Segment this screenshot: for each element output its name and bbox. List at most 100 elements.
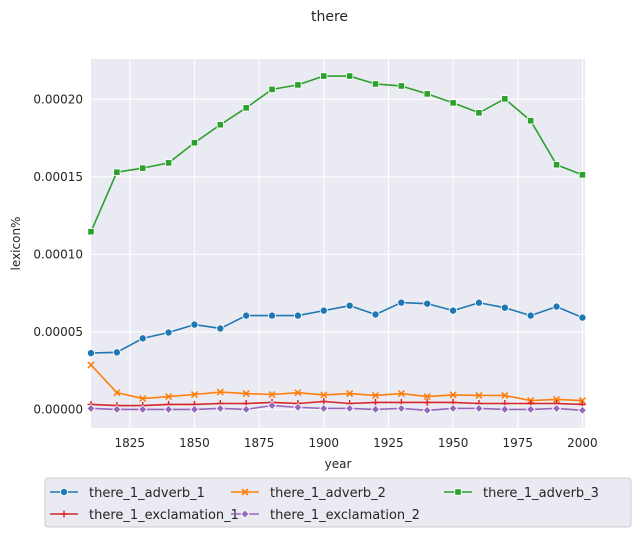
data-point <box>578 313 587 322</box>
x-axis-label: year <box>325 457 352 471</box>
data-point <box>577 405 587 415</box>
data-point <box>397 82 405 90</box>
data-point <box>370 404 381 414</box>
y-tick-label: 0.00020 <box>33 92 83 106</box>
data-point <box>345 301 354 310</box>
x-tick-label: 1900 <box>309 436 340 450</box>
legend-marker <box>241 488 249 496</box>
data-point <box>267 400 277 411</box>
legend-item: there_1_adverb_2 <box>231 486 386 501</box>
data-point <box>423 398 431 406</box>
data-point <box>449 99 457 107</box>
x-tick-label: 2000 <box>567 436 598 450</box>
legend: there_1_adverb_1 there_1_adverb_2 there_1_… <box>44 477 632 528</box>
data-point <box>216 121 224 129</box>
data-point <box>268 85 276 93</box>
series-there_1_adverb_3 <box>87 72 587 236</box>
data-point <box>294 81 302 89</box>
data-point <box>242 390 250 398</box>
legend-label: there_1_adverb_2 <box>270 486 386 501</box>
series-there_1_exclamation_1 <box>87 397 586 410</box>
legend-label: there_1_exclamation_1 <box>89 508 239 523</box>
data-point <box>448 403 458 414</box>
x-tick-label: 1875 <box>244 436 275 450</box>
data-point <box>139 164 147 172</box>
x-tick-label: 1925 <box>373 436 404 450</box>
y-tick-label: 0.00000 <box>33 402 83 416</box>
data-point <box>215 403 225 414</box>
data-point <box>345 403 355 414</box>
data-point <box>112 404 122 414</box>
data-point <box>397 298 406 307</box>
data-point <box>526 311 535 320</box>
data-point <box>139 394 147 403</box>
data-point <box>371 80 380 88</box>
data-point <box>216 388 224 396</box>
data-point <box>112 348 121 357</box>
data-point <box>138 334 147 343</box>
series-line <box>90 400 583 407</box>
data-point <box>164 328 173 337</box>
data-point <box>320 397 328 405</box>
data-point <box>86 403 96 414</box>
data-point <box>242 311 251 320</box>
data-point <box>87 361 95 369</box>
data-point <box>397 390 405 398</box>
data-point <box>449 306 458 315</box>
data-point <box>500 404 510 414</box>
legend-item: there_1_adverb_3 <box>444 486 599 501</box>
legend-marker <box>240 509 250 519</box>
data-point <box>371 310 380 319</box>
data-point <box>423 299 432 308</box>
x-tick-label: 1975 <box>502 436 533 450</box>
data-point <box>552 302 561 311</box>
data-point <box>165 392 173 401</box>
data-point <box>552 161 561 169</box>
data-point <box>319 403 329 414</box>
tick-labels: 1825 1850 1875 1900 1925 1950 1975 2000 0.00000 0… <box>33 92 597 450</box>
data-point <box>294 389 302 397</box>
series-line <box>90 75 583 233</box>
data-point <box>87 228 95 236</box>
legend-label: there_1_adverb_3 <box>483 486 599 501</box>
data-point <box>190 139 199 147</box>
series-there_1_adverb_2 <box>87 361 586 405</box>
data-point <box>475 109 483 117</box>
legend-label: there_1_adverb_1 <box>89 486 205 501</box>
data-point <box>241 404 251 414</box>
chart-title: there <box>311 9 348 25</box>
data-point <box>293 311 302 320</box>
data-point <box>346 72 354 80</box>
y-tick-label: 0.00005 <box>33 325 83 339</box>
series-there_1_exclamation_2 <box>86 400 587 415</box>
data-point <box>190 390 199 399</box>
legend-marker <box>60 510 68 518</box>
data-point <box>346 390 354 398</box>
y-tick-label: 0.00010 <box>33 247 83 261</box>
data-point <box>320 391 328 399</box>
data-point <box>190 320 199 329</box>
data-point <box>113 389 121 397</box>
data-point <box>268 311 277 320</box>
data-point <box>423 392 431 401</box>
legend-marker <box>454 488 462 496</box>
data-point <box>578 396 586 405</box>
data-point <box>475 391 483 400</box>
data-point <box>500 303 509 312</box>
legend-item: there_1_exclamation_2 <box>231 508 420 523</box>
data-point <box>552 395 561 404</box>
data-point <box>164 159 173 167</box>
legend-item: there_1_adverb_1 <box>50 486 205 501</box>
data-point <box>320 72 328 80</box>
data-point <box>371 391 380 400</box>
data-point <box>189 404 200 414</box>
legend-label: there_1_exclamation_2 <box>270 508 420 523</box>
data-point <box>268 390 276 399</box>
data-point <box>423 90 431 98</box>
legend-item: there_1_exclamation_1 <box>50 508 239 523</box>
data-point <box>527 117 535 125</box>
x-tick-label: 1825 <box>115 436 146 450</box>
series-layer <box>86 72 587 415</box>
data-point <box>87 349 96 358</box>
data-point <box>138 404 148 414</box>
